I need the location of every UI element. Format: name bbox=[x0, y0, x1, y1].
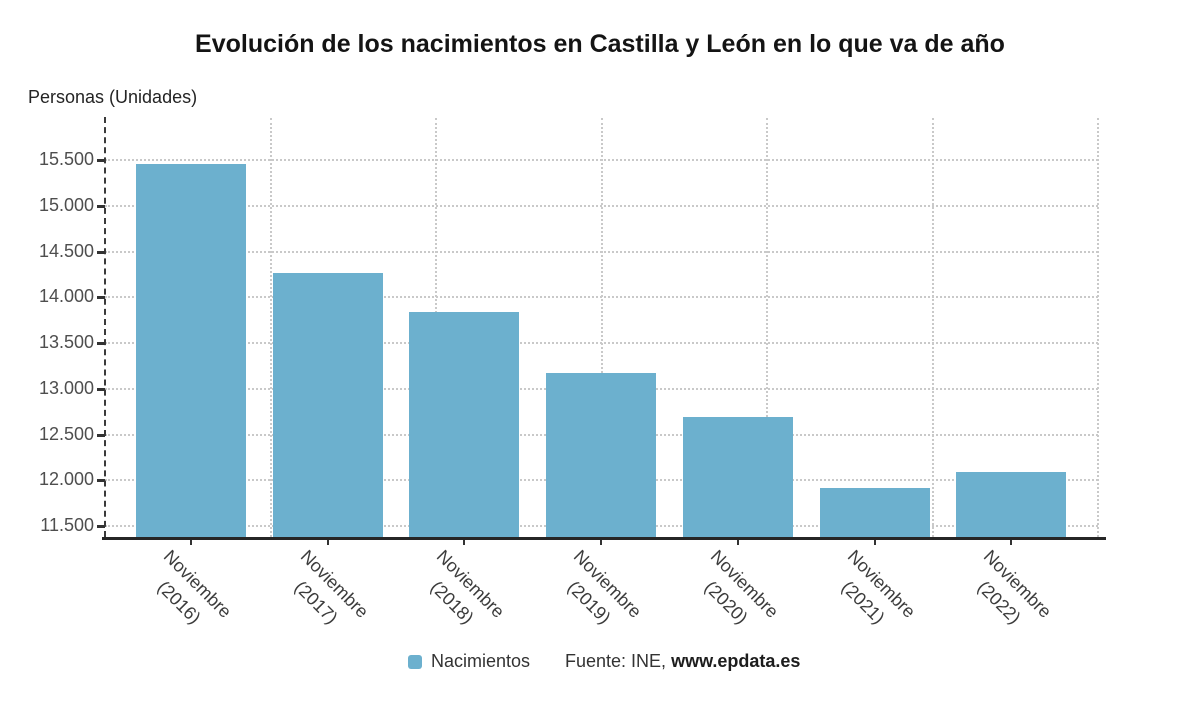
y-axis-tick bbox=[97, 250, 105, 254]
y-axis-line bbox=[104, 117, 106, 537]
x-axis-tick bbox=[600, 540, 603, 545]
x-axis-tick bbox=[463, 540, 466, 545]
source-site: www.epdata.es bbox=[671, 651, 801, 671]
x-axis-category-label: Noviembre (2017) bbox=[290, 544, 400, 628]
x-axis-category-label-text: Noviembre (2021) bbox=[837, 546, 920, 628]
x-axis-category-label-text: Noviembre (2017) bbox=[290, 546, 373, 628]
x-axis-category-label-text: Noviembre (2016) bbox=[153, 546, 236, 628]
x-axis-category-label: Noviembre (2018) bbox=[427, 544, 536, 628]
bar-noviembre-2017[interactable] bbox=[272, 273, 383, 537]
y-axis-tick-label: 15.000 bbox=[38, 194, 94, 215]
vertical-gridline bbox=[600, 118, 603, 537]
y-axis-tick bbox=[97, 433, 105, 437]
y-axis-tick-label: 12.500 bbox=[38, 423, 94, 444]
bar-noviembre-2016[interactable] bbox=[135, 164, 246, 537]
y-axis-tick-label: 14.000 bbox=[38, 286, 94, 307]
bar-noviembre-2019[interactable] bbox=[546, 373, 657, 537]
y-axis-tick-label: 12.000 bbox=[38, 469, 94, 490]
x-axis-category-label-text: Noviembre (2018) bbox=[427, 546, 509, 628]
legend-label-nacimientos[interactable]: Nacimientos bbox=[431, 651, 531, 671]
bar-noviembre-2020[interactable] bbox=[682, 416, 793, 537]
x-axis-category-label: Noviembre (2022) bbox=[974, 544, 1083, 628]
bar-noviembre-2021[interactable] bbox=[819, 488, 930, 537]
source-prefix: Fuente: INE, bbox=[565, 651, 672, 671]
legend-marker-nacimientos[interactable] bbox=[408, 654, 422, 669]
y-axis-tick-label: 13.500 bbox=[38, 332, 94, 353]
vertical-gridline bbox=[269, 118, 272, 537]
y-axis-tick bbox=[97, 204, 105, 208]
x-axis-category-label-text: Noviembre (2020) bbox=[700, 546, 783, 628]
y-axis-tick-label: 15.500 bbox=[38, 149, 94, 170]
vertical-gridline bbox=[766, 118, 768, 537]
y-axis-tick bbox=[97, 342, 105, 346]
x-axis-category-label: Noviembre (2020) bbox=[701, 544, 810, 628]
y-axis-tick-label: 11.500 bbox=[40, 515, 94, 536]
bar-noviembre-2022[interactable] bbox=[956, 472, 1067, 537]
bar-noviembre-2018[interactable] bbox=[409, 311, 520, 537]
x-axis-category-label: Noviembre (2021) bbox=[837, 544, 947, 628]
vertical-gridline bbox=[931, 118, 934, 537]
y-axis-title: Personas (Unidades) bbox=[28, 87, 198, 107]
source-text: Fuente: INE, www.epdata.es bbox=[565, 651, 800, 672]
chart-title: Evolución de los nacimientos en Castilla… bbox=[195, 30, 1005, 58]
x-axis-category-label: Noviembre (2016) bbox=[154, 544, 263, 628]
x-axis-category-label: Noviembre (2019) bbox=[564, 544, 673, 628]
y-axis-tick-label: 13.000 bbox=[38, 377, 94, 398]
vertical-gridline bbox=[1097, 118, 1099, 537]
y-axis-tick bbox=[97, 296, 105, 300]
y-axis-tick bbox=[97, 387, 105, 391]
legend: Nacimientos bbox=[408, 651, 530, 672]
x-axis-tick bbox=[1010, 540, 1013, 545]
x-axis-line bbox=[102, 537, 1106, 540]
x-axis-category-label-text: Noviembre (2022) bbox=[974, 546, 1056, 628]
x-axis-tick bbox=[189, 540, 192, 545]
y-axis-tick bbox=[97, 159, 105, 163]
x-axis-tick bbox=[873, 540, 876, 545]
y-axis-tick bbox=[97, 479, 105, 483]
x-axis-tick bbox=[326, 540, 329, 545]
y-axis-tick-label: 14.500 bbox=[38, 240, 94, 261]
x-axis-tick bbox=[736, 540, 739, 545]
y-axis-tick bbox=[97, 525, 105, 529]
x-axis-category-label-text: Noviembre (2019) bbox=[563, 546, 646, 628]
